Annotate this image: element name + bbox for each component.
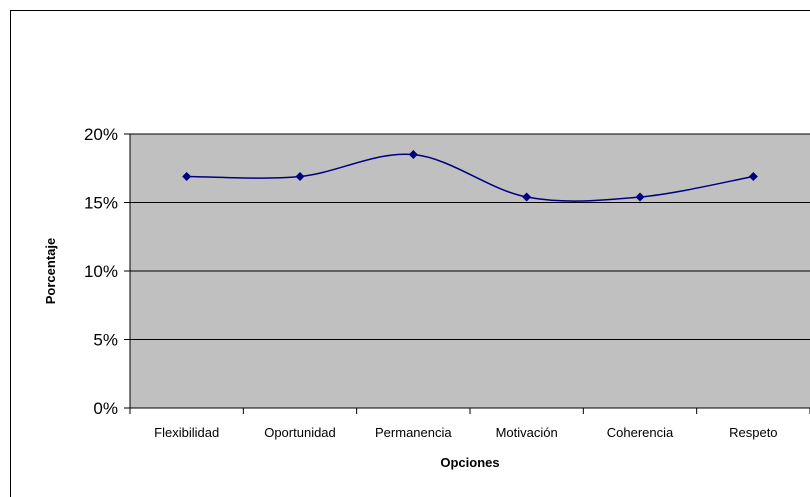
y-tick-label: 5%	[93, 331, 118, 350]
data-point-marker	[635, 192, 645, 202]
y-tick-label: 20%	[84, 125, 118, 144]
x-tick-label: Flexibilidad	[154, 425, 219, 440]
data-point-marker	[748, 171, 758, 181]
data-point-marker	[182, 171, 192, 181]
series-line	[186, 153, 754, 202]
x-tick-label: Oportunidad	[264, 425, 336, 440]
y-tick-label: 0%	[93, 399, 118, 418]
x-tick-label: Respeto	[729, 425, 777, 440]
x-tick-label: Coherencia	[607, 425, 674, 440]
y-tick-label: 10%	[84, 262, 118, 281]
series-markers	[182, 150, 758, 202]
y-tick-label: 15%	[84, 194, 118, 213]
x-tick-label: Motivación	[496, 425, 558, 440]
data-point-marker	[522, 192, 532, 202]
x-axis-title: Opciones	[440, 455, 499, 470]
x-tick-label: Permanencia	[375, 425, 452, 440]
gridlines	[130, 133, 810, 340]
x-axis-ticks: Flexibilidad Oportunidad Permanencia Motiva…	[129, 408, 810, 440]
y-axis-title: Porcentaje	[43, 238, 58, 304]
data-point-marker	[295, 171, 305, 181]
y-axis-ticks: 0% 5% 10% 15% 20%	[84, 125, 130, 418]
data-point-marker	[408, 150, 418, 160]
